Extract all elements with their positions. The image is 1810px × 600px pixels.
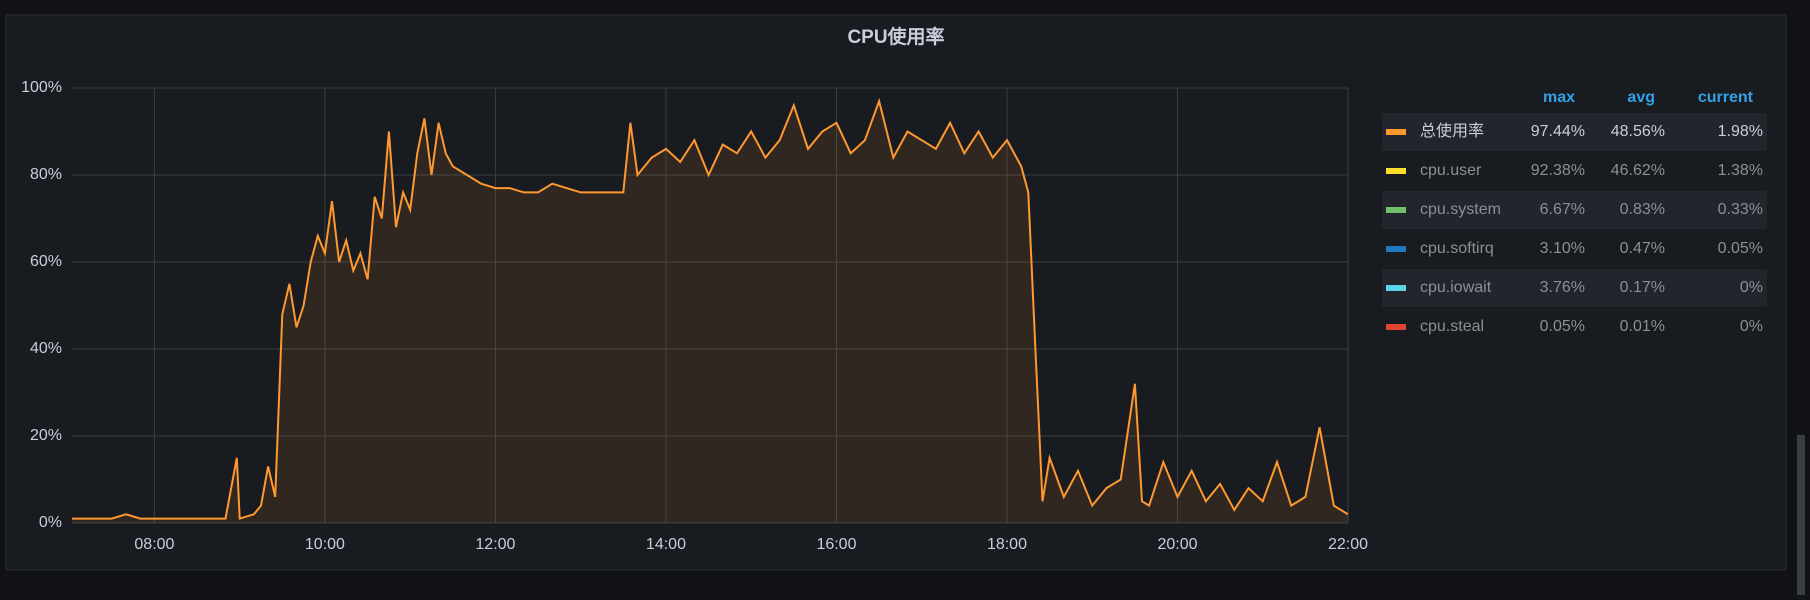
- legend-name[interactable]: cpu.softirq: [1420, 240, 1494, 257]
- legend-swatch: [1386, 129, 1406, 135]
- legend-value: 0.01%: [1620, 318, 1665, 335]
- x-tick-label: 18:00: [987, 536, 1027, 553]
- legend-value: 0.05%: [1540, 318, 1585, 335]
- legend-name[interactable]: cpu.system: [1420, 201, 1501, 218]
- x-tick-label: 22:00: [1328, 536, 1368, 553]
- chart-title: CPU使用率: [847, 25, 944, 48]
- line: [72, 97, 1349, 520]
- legend-value: 0%: [1740, 279, 1763, 296]
- legend-swatch: [1386, 246, 1406, 252]
- legend-swatch: [1386, 285, 1406, 291]
- legend-row-bg: [1382, 269, 1767, 307]
- legend-row-bg: [1382, 113, 1767, 151]
- legend-value: 92.38%: [1531, 162, 1585, 179]
- legend-swatch: [1386, 207, 1406, 213]
- legend-header[interactable]: max: [1543, 89, 1575, 106]
- x-tick-label: 10:00: [305, 536, 345, 553]
- legend-value: 3.10%: [1540, 240, 1585, 257]
- x-tick-label: 20:00: [1157, 536, 1197, 553]
- legend-value: 0%: [1740, 318, 1763, 335]
- x-tick-label: 08:00: [134, 536, 174, 553]
- legend-value: 48.56%: [1611, 123, 1665, 140]
- legend-value: 1.98%: [1718, 123, 1763, 140]
- legend-name[interactable]: 总使用率: [1420, 122, 1484, 140]
- x-tick-label: 14:00: [646, 536, 686, 553]
- legend-value: 0.17%: [1620, 279, 1665, 296]
- legend-value: 0.33%: [1718, 201, 1763, 218]
- y-tick-label: 60%: [30, 253, 62, 270]
- legend-swatch: [1386, 324, 1406, 330]
- legend-swatch: [1386, 168, 1406, 174]
- legend-value: 46.62%: [1611, 162, 1665, 179]
- area: [72, 101, 1348, 523]
- y-tick-label: 0%: [39, 514, 62, 531]
- y-tick-label: 100%: [21, 79, 62, 96]
- legend-value: 97.44%: [1531, 123, 1585, 140]
- legend-header[interactable]: avg: [1627, 89, 1655, 106]
- legend-name[interactable]: cpu.steal: [1420, 318, 1484, 335]
- x-tick-label: 16:00: [816, 536, 856, 553]
- legend-row-bg: [1382, 191, 1767, 229]
- legend-value: 0.05%: [1718, 240, 1763, 257]
- legend-value: 6.67%: [1540, 201, 1585, 218]
- y-tick-label: 40%: [30, 340, 62, 357]
- x-tick-label: 12:00: [475, 536, 515, 553]
- legend-name[interactable]: cpu.iowait: [1420, 279, 1492, 296]
- y-tick-label: 80%: [30, 166, 62, 183]
- y-tick-label: 20%: [30, 427, 62, 444]
- legend-value: 0.47%: [1620, 240, 1665, 257]
- scrollbar: [1797, 435, 1805, 595]
- legend-value: 1.38%: [1718, 162, 1763, 179]
- legend-header[interactable]: current: [1698, 89, 1754, 106]
- legend-name[interactable]: cpu.user: [1420, 162, 1482, 179]
- legend-value: 3.76%: [1540, 279, 1585, 296]
- legend-value: 0.83%: [1620, 201, 1665, 218]
